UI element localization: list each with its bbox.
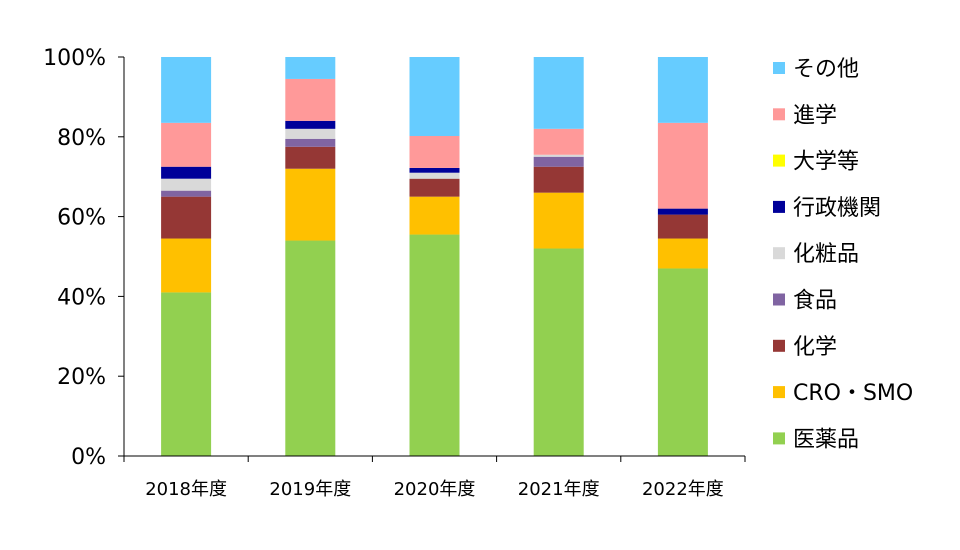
- bar-stack: [161, 57, 212, 456]
- bar-stack: [657, 57, 708, 456]
- y-tick-label: 20%: [57, 365, 106, 390]
- legend-label: 大学等: [793, 150, 859, 175]
- bar-segment: [285, 240, 336, 456]
- y-tick-label: 80%: [57, 126, 106, 151]
- x-tick-label: 2018年度: [145, 479, 227, 500]
- y-axis: 0% 20% 40% 60% 80% 100%: [43, 46, 125, 470]
- bar-segment: [161, 122, 212, 167]
- legend-swatch: [773, 247, 785, 260]
- legend-swatch: [773, 386, 785, 399]
- bar-segment: [161, 57, 212, 123]
- bar-segment: [533, 248, 584, 456]
- bar-segment: [161, 178, 212, 191]
- x-tick-label: 2022年度: [642, 479, 724, 500]
- bar-stack: [285, 57, 336, 456]
- legend-entry: CRO・SMO: [773, 381, 913, 406]
- legend-label: 行政機関: [793, 196, 881, 221]
- bar-segment: [533, 128, 584, 155]
- legend-entry: 進学: [773, 103, 837, 128]
- legend-swatch: [773, 432, 785, 445]
- legend-entry: 行政機関: [773, 196, 881, 221]
- bars: [161, 57, 708, 456]
- bar-segment: [657, 122, 708, 209]
- bar-segment: [533, 192, 584, 249]
- x-axis: 2018年度 2019年度 2020年度 2021年度 2022年度: [123, 455, 746, 500]
- bar-segment: [533, 57, 584, 129]
- bar-segment: [409, 167, 460, 173]
- legend-swatch: [773, 293, 785, 306]
- bar-segment: [285, 138, 336, 147]
- bar-segment: [657, 268, 708, 456]
- bar-segment: [657, 238, 708, 269]
- bar-segment: [409, 196, 460, 235]
- x-tick-label: 2019年度: [269, 479, 351, 500]
- legend-entry: その他: [773, 57, 859, 82]
- bar-segment: [409, 172, 460, 179]
- legend-entry: 化学: [773, 335, 837, 360]
- legend-entry: 食品: [773, 289, 837, 314]
- legend-swatch: [773, 62, 785, 74]
- bar-segment: [285, 146, 336, 169]
- bar-segment: [657, 57, 708, 123]
- legend-label: 食品: [793, 289, 837, 314]
- bar-segment: [409, 136, 460, 168]
- bar-segment: [657, 208, 708, 215]
- bar-segment: [657, 214, 708, 239]
- bar-segment: [409, 234, 460, 456]
- legend-label: その他: [793, 57, 859, 82]
- bar-segment: [161, 292, 212, 456]
- y-tick-label: 60%: [57, 206, 106, 231]
- legend-entry: 化粧品: [773, 242, 859, 267]
- bar-segment: [161, 190, 212, 197]
- bar-segment: [285, 120, 336, 129]
- legend-label: 進学: [793, 103, 837, 128]
- bar-segment: [285, 168, 336, 241]
- bar-segment: [409, 178, 460, 197]
- legend-label: 化学: [793, 335, 837, 360]
- legend-entry: 医薬品: [773, 427, 859, 452]
- bar-segment: [161, 196, 212, 239]
- legend-label: CRO・SMO: [793, 381, 913, 406]
- legend-swatch: [773, 108, 785, 121]
- x-tick-label: 2020年度: [394, 479, 476, 500]
- legend-label: 医薬品: [793, 427, 859, 452]
- legend-swatch: [773, 339, 785, 352]
- y-tick-label: 100%: [43, 46, 106, 71]
- bar-segment: [285, 128, 336, 139]
- x-tick-label: 2021年度: [518, 479, 600, 500]
- bar-segment: [533, 156, 584, 167]
- y-tick-label: 0%: [71, 445, 106, 470]
- bar-segment: [409, 57, 460, 137]
- bar-stack: [409, 57, 460, 456]
- bar-stack: [533, 57, 584, 456]
- legend-swatch: [773, 154, 785, 167]
- legend-label: 化粧品: [793, 242, 859, 267]
- legend-swatch: [773, 200, 785, 213]
- bar-segment: [285, 78, 336, 121]
- y-tick-label: 40%: [57, 285, 106, 310]
- bar-segment: [161, 166, 212, 179]
- legend-entry: 大学等: [773, 150, 859, 175]
- bar-segment: [285, 57, 336, 79]
- bar-segment: [533, 166, 584, 193]
- bar-segment: [533, 154, 584, 157]
- bar-segment: [161, 238, 212, 293]
